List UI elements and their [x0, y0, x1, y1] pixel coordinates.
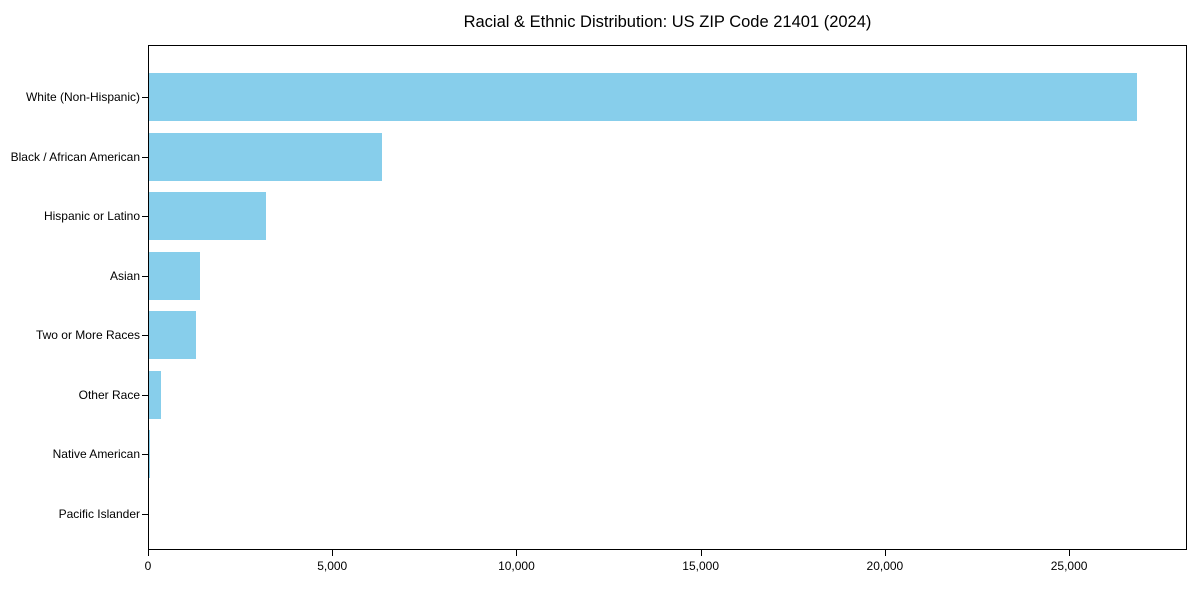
- y-tick-mark: [142, 156, 148, 158]
- x-tick-mark: [516, 550, 518, 556]
- y-tick-mark: [142, 513, 148, 515]
- y-axis-label: Pacific Islander: [58, 506, 140, 521]
- bar-two-or-more-races: [149, 311, 196, 360]
- plot-area: [148, 45, 1187, 550]
- x-tick-label: 0: [144, 559, 152, 573]
- y-axis-label: Asian: [109, 268, 140, 283]
- y-tick-mark: [142, 394, 148, 396]
- y-axis-label: Hispanic or Latino: [43, 209, 140, 224]
- y-tick-mark: [142, 454, 148, 456]
- bar-other-race: [149, 370, 161, 419]
- y-axis-label: Two or More Races: [35, 328, 140, 343]
- x-tick-label: 20,000: [866, 559, 904, 573]
- bar-black-african-american: [149, 132, 382, 181]
- x-tick-mark: [1069, 550, 1071, 556]
- x-tick-mark: [700, 550, 702, 556]
- y-axis-label: Black / African American: [10, 149, 140, 164]
- chart-title: Racial & Ethnic Distribution: US ZIP Cod…: [463, 13, 872, 31]
- y-axis-label: Other Race: [78, 387, 140, 402]
- y-tick-mark: [142, 216, 148, 218]
- bar-native-american: [149, 430, 150, 479]
- y-tick-mark: [142, 97, 148, 98]
- x-tick-mark: [148, 550, 149, 556]
- y-axis-label: Native American: [52, 447, 140, 462]
- x-tick-label: 5,000: [317, 559, 348, 573]
- y-tick-mark: [142, 335, 148, 337]
- x-tick-label: 15,000: [682, 559, 719, 573]
- x-tick-mark: [884, 550, 886, 556]
- x-tick-label: 10,000: [498, 559, 535, 573]
- y-axis-label: White (Non-Hispanic): [25, 90, 140, 104]
- x-tick-mark: [332, 550, 334, 556]
- y-tick-mark: [142, 275, 148, 277]
- x-tick-label: 25,000: [1050, 559, 1088, 573]
- bar-hispanic-or-latino: [149, 192, 266, 241]
- bar-white-non-hispanic: [149, 73, 1138, 121]
- bar-asian: [149, 251, 200, 300]
